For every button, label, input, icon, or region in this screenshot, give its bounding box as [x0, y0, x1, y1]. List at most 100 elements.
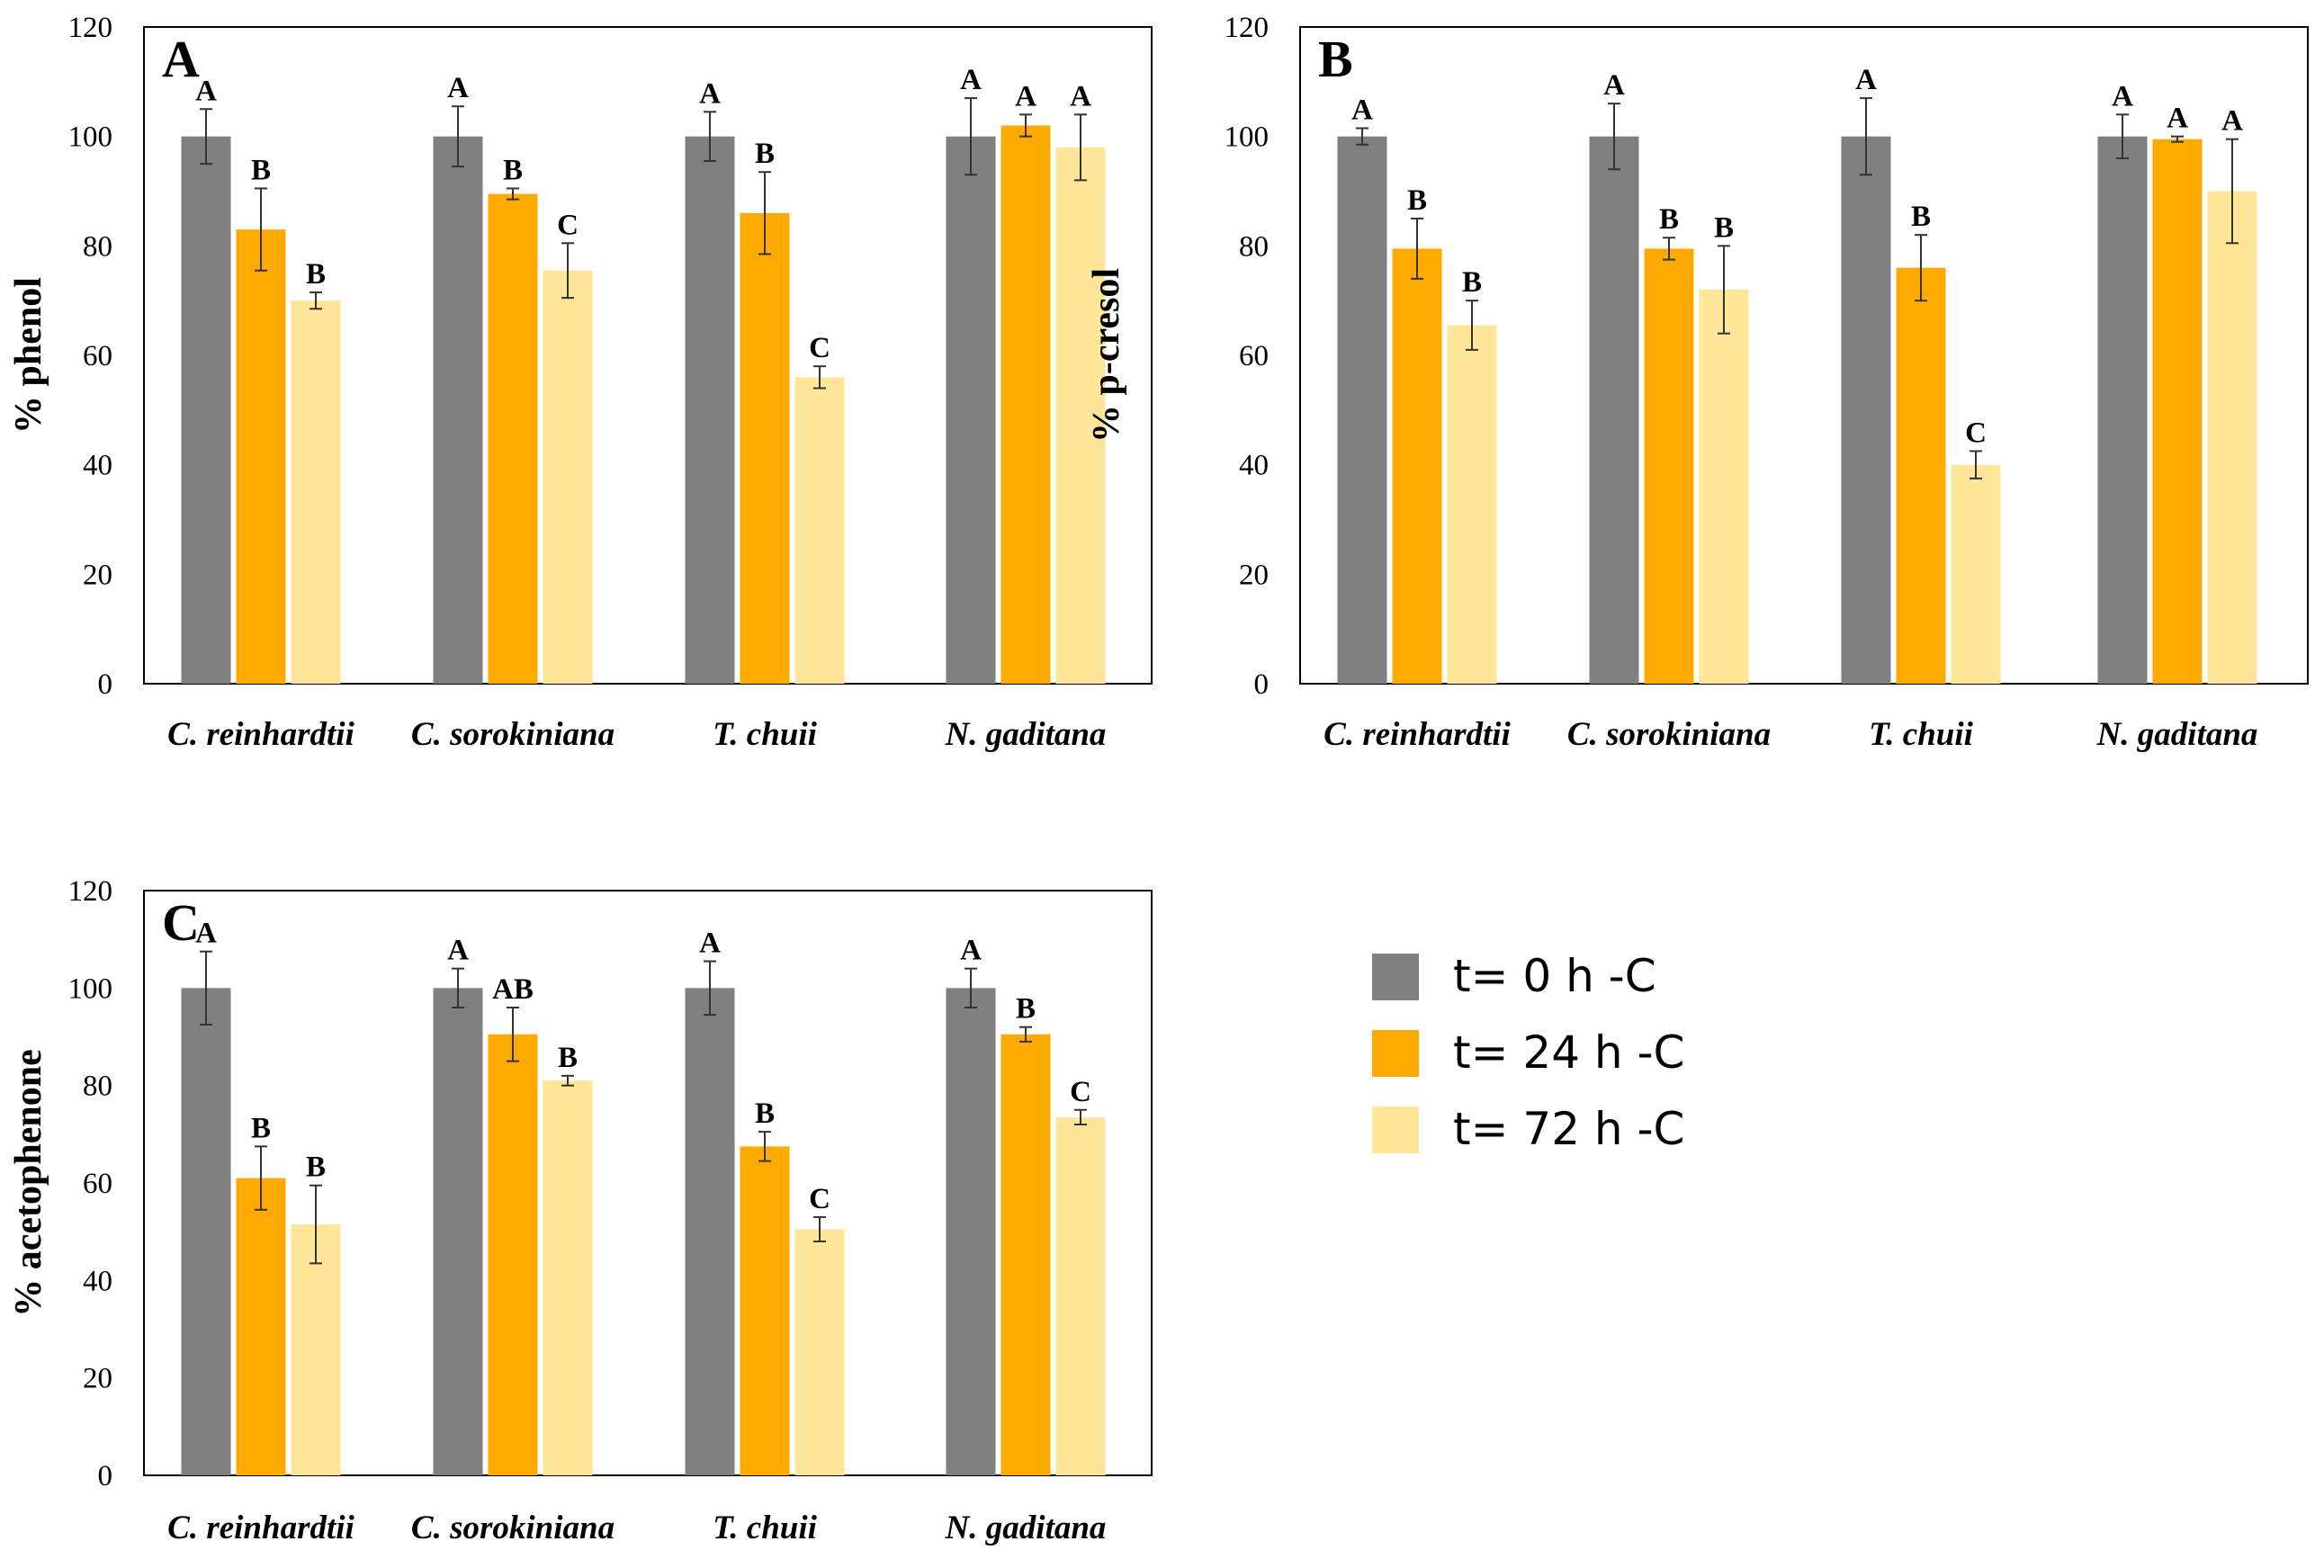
significance-label: C: [1070, 1076, 1091, 1108]
significance-label: A: [2112, 80, 2133, 112]
bar: [488, 193, 538, 684]
bar: [740, 1146, 790, 1475]
significance-label: B: [1659, 203, 1679, 236]
bar: [946, 988, 996, 1475]
significance-label: B: [1016, 993, 1036, 1026]
x-category-label: C. reinhardtii: [167, 716, 354, 753]
bar: [1055, 1116, 1106, 1475]
significance-label: C: [1965, 417, 1987, 449]
legend-label: t= 24 h -C: [1453, 1026, 1684, 1079]
bar: [1000, 125, 1051, 684]
y-tick-label: 0: [98, 1460, 113, 1492]
y-tick-label: 120: [68, 12, 113, 44]
bar: [1896, 267, 1946, 684]
y-tick-label: 60: [83, 1168, 112, 1200]
significance-label: A: [2221, 105, 2243, 138]
y-tick-label: 60: [83, 340, 112, 372]
y-axis-label: % phenol: [8, 277, 49, 434]
plot-frame: [1299, 26, 2309, 685]
y-tick-label: 100: [68, 972, 113, 1005]
x-category-label: N. gaditana: [945, 716, 1107, 753]
significance-label: AB: [492, 973, 534, 1006]
y-tick-label: 100: [1225, 121, 1270, 154]
bar: [794, 1229, 845, 1475]
significance-label: A: [1351, 94, 1373, 127]
significance-label: B: [503, 154, 523, 186]
y-tick-label: 120: [68, 875, 113, 908]
significance-label: A: [1015, 80, 1036, 112]
y-tick-label: 20: [83, 559, 112, 591]
bar: [946, 136, 996, 684]
bar: [685, 988, 735, 1475]
bar: [236, 1178, 286, 1475]
significance-label: B: [755, 138, 775, 170]
bar: [291, 1224, 341, 1475]
bar: [1841, 136, 1891, 684]
significance-label: B: [558, 1042, 578, 1074]
significance-label: A: [195, 75, 217, 107]
y-tick-label: 100: [68, 121, 113, 154]
bar: [433, 988, 483, 1475]
significance-label: B: [251, 1112, 271, 1144]
x-category-label: C. sorokiniana: [1567, 716, 1771, 753]
panel-letter: B: [1318, 30, 1353, 88]
bar: [1699, 290, 1749, 684]
bar: [2097, 136, 2148, 684]
bar: [740, 212, 790, 685]
significance-label: A: [1603, 69, 1625, 102]
legend-label: t= 0 h -C: [1453, 950, 1656, 1002]
significance-label: A: [447, 935, 469, 967]
bar: [685, 136, 735, 684]
bar: [1337, 136, 1387, 684]
significance-label: A: [195, 918, 217, 950]
y-tick-label: 40: [83, 450, 112, 482]
bar: [433, 136, 483, 684]
y-tick-label: 0: [98, 668, 113, 701]
bar: [1644, 248, 1694, 684]
bar: [181, 988, 231, 1475]
y-tick-label: 80: [83, 230, 112, 263]
significance-label: A: [699, 927, 721, 960]
x-category-label: T. chuii: [1869, 716, 1974, 753]
bar: [291, 300, 341, 684]
plot-frame: [143, 26, 1153, 685]
bar: [1000, 1034, 1051, 1475]
y-tick-label: 60: [1239, 340, 1269, 372]
significance-label: C: [809, 332, 830, 364]
significance-label: B: [1462, 266, 1482, 299]
bar: [1392, 248, 1442, 684]
y-tick-label: 20: [1239, 559, 1269, 591]
bar: [1589, 136, 1639, 684]
y-tick-label: 80: [83, 1071, 112, 1103]
y-tick-label: 80: [1239, 230, 1269, 263]
x-category-label: C. sorokiniana: [411, 716, 615, 753]
panel-letter: A: [162, 30, 200, 88]
significance-label: B: [1911, 201, 1931, 233]
bar: [2152, 139, 2203, 685]
bar: [794, 377, 845, 684]
y-tick-label: 20: [83, 1363, 112, 1395]
significance-label: B: [306, 1151, 326, 1184]
significance-label: A: [1855, 64, 1877, 96]
y-axis-label: % p-cresol: [1086, 268, 1127, 443]
bar: [1951, 464, 2001, 684]
x-category-label: C. sorokiniana: [411, 1510, 615, 1546]
y-tick-label: 40: [1239, 450, 1269, 482]
y-tick-label: 0: [1254, 668, 1270, 701]
significance-label: A: [960, 935, 982, 967]
bar: [543, 270, 593, 684]
significance-label: A: [447, 72, 469, 104]
y-tick-label: 120: [1225, 12, 1270, 44]
x-category-label: C. reinhardtii: [1324, 716, 1511, 753]
significance-label: B: [755, 1098, 775, 1130]
significance-label: C: [557, 209, 579, 241]
significance-label: A: [2167, 103, 2188, 135]
significance-label: C: [809, 1183, 830, 1215]
bar: [236, 229, 286, 685]
x-category-label: T. chuii: [713, 716, 818, 753]
significance-label: B: [251, 154, 271, 186]
